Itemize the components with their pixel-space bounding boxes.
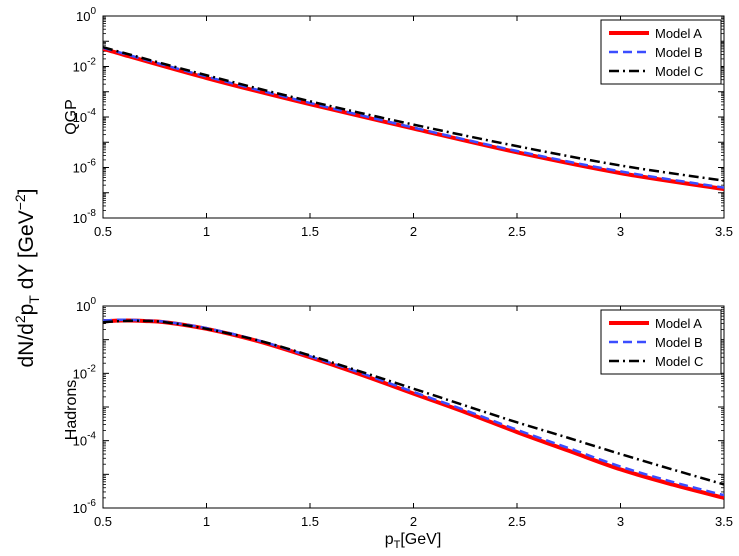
ylabel-part: dY [GeV	[15, 210, 38, 295]
legend-label: Model B	[655, 335, 703, 350]
series-line-model-c	[103, 46, 724, 182]
qgp-panel-label: QGP	[63, 99, 80, 135]
ylabel-sup: 2	[12, 315, 28, 323]
series-line-model-c	[103, 319, 724, 486]
x-tick-label: 2	[410, 224, 417, 239]
y-tick-exponent: -6	[87, 498, 96, 509]
ylabel-part: ]	[15, 188, 38, 194]
y-tick-label: 100	[76, 296, 96, 314]
y-tick-exponent: -8	[87, 208, 96, 219]
y-tick-base: 10	[76, 299, 90, 314]
y-tick-base: 10	[73, 161, 87, 176]
x-tick-label: 3	[617, 224, 624, 239]
x-tick-label: 0.5	[94, 514, 112, 529]
hadrons-panel-label: Hadrons	[63, 380, 80, 440]
legend-box	[600, 19, 722, 85]
legend-label: Model A	[655, 26, 702, 41]
x-tick-label: 1.5	[301, 224, 319, 239]
x-tick-label: 1	[203, 224, 210, 239]
x-tick-label: 3.5	[715, 514, 733, 529]
y-tick-exponent: -4	[87, 431, 96, 442]
x-tick-label: 3	[617, 514, 624, 529]
y-tick-exponent: 0	[90, 6, 96, 17]
ylabel-sup: −2	[12, 194, 28, 210]
y-tick-exponent: -4	[87, 107, 96, 118]
y-tick-label: 10-6	[73, 158, 97, 176]
legend-label: Model C	[655, 354, 703, 369]
x-tick-label: 3.5	[715, 224, 733, 239]
series-line-model-b	[103, 46, 724, 189]
x-tick-label: 2	[410, 514, 417, 529]
qgp-panel: QGP 0.5 1 1.5 2 2.5 3 3.510010-210-410-610-8Mo…	[63, 6, 733, 239]
x-tick-label: 1	[203, 514, 210, 529]
legend-label: Model B	[655, 45, 703, 60]
y-tick-label: 10-8	[73, 208, 97, 226]
y-tick-label: 10-6	[73, 498, 97, 516]
hadrons-panel: Hadrons 0.5 1 1.5 2 2.5 3 3.510010-210-410-6Mo…	[63, 296, 733, 529]
xlabel-sub: T	[394, 539, 401, 551]
ylabel-part: dN/d	[15, 323, 38, 367]
series-line-model-a	[103, 46, 724, 192]
x-tick-label: 1.5	[301, 514, 319, 529]
y-tick-exponent: -6	[87, 158, 96, 169]
y-tick-exponent: -2	[87, 363, 96, 374]
y-tick-label: 10-4	[73, 107, 97, 125]
y-tick-base: 10	[73, 211, 87, 226]
legend: Model A Model B Model C	[600, 19, 722, 85]
x-tick-label: 0.5	[94, 224, 112, 239]
y-tick-label: 100	[76, 6, 96, 24]
y-tick-exponent: -2	[87, 57, 96, 68]
legend-label: Model A	[655, 316, 702, 331]
xlabel-part: [GeV]	[400, 531, 441, 548]
y-tick-label: 10-4	[73, 431, 97, 449]
ylabel-part: p	[15, 304, 38, 316]
y-tick-exponent: 0	[90, 296, 96, 307]
legend: Model A Model B Model C	[600, 309, 722, 375]
x-tick-label: 2.5	[508, 224, 526, 239]
y-tick-base: 10	[73, 60, 87, 75]
y-tick-label: 10-2	[73, 57, 97, 75]
y-tick-base: 10	[76, 9, 90, 24]
x-tick-label: 2.5	[508, 514, 526, 529]
shared-ylabel: dN/d2pT dY [GeV−2]	[12, 188, 42, 367]
xlabel-part: p	[385, 531, 394, 548]
ylabel-sub: T	[26, 295, 42, 304]
y-tick-base: 10	[73, 110, 87, 125]
shared-xlabel: pT[GeV]	[385, 531, 442, 551]
legend-box	[600, 309, 722, 375]
y-tick-base: 10	[73, 501, 87, 516]
y-tick-base: 10	[73, 434, 87, 449]
y-tick-label: 10-2	[73, 363, 97, 381]
y-tick-base: 10	[73, 366, 87, 381]
legend-label: Model C	[655, 64, 703, 79]
